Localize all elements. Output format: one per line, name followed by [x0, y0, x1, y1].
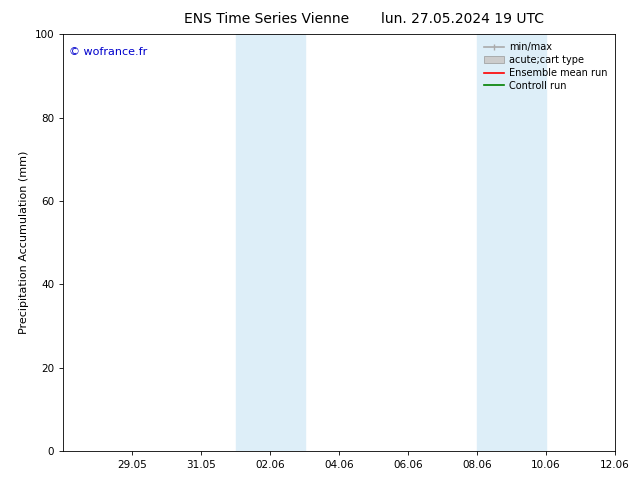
Text: lun. 27.05.2024 19 UTC: lun. 27.05.2024 19 UTC	[381, 12, 545, 26]
Legend: min/max, acute;cart type, Ensemble mean run, Controll run: min/max, acute;cart type, Ensemble mean …	[481, 39, 610, 94]
Bar	[477, 34, 546, 451]
Bar	[236, 34, 305, 451]
Text: © wofrance.fr: © wofrance.fr	[69, 47, 147, 57]
Y-axis label: Precipitation Accumulation (mm): Precipitation Accumulation (mm)	[19, 151, 29, 334]
Text: ENS Time Series Vienne: ENS Time Series Vienne	[184, 12, 349, 26]
